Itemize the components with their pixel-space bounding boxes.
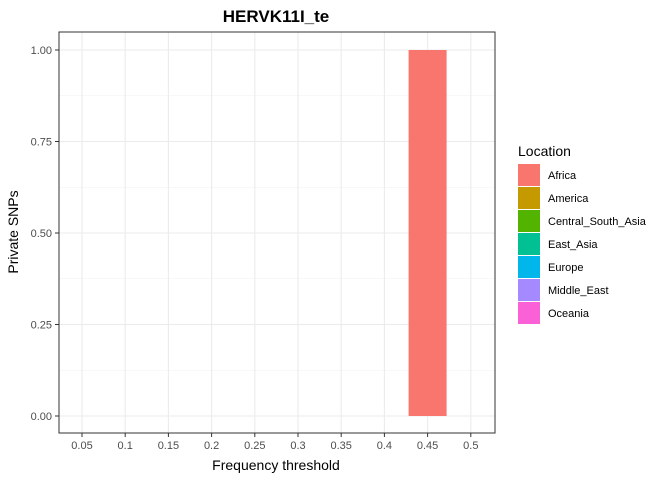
x-tick-label: 0.1	[118, 440, 133, 452]
x-tick-label: 0.5	[463, 440, 478, 452]
y-tick-label: 0.50	[31, 228, 52, 240]
axes: 0.00 0.25 0.50 0.75 1.00 0.05 0.1 0.15 0.2 0.25 0.…	[31, 31, 496, 452]
y-axis-title: Private SNPs	[5, 190, 21, 273]
legend-label: America	[548, 193, 589, 205]
legend-key	[518, 233, 540, 255]
legend-label: Middle_East	[548, 285, 609, 297]
x-tick-label: 0.3	[290, 440, 305, 452]
chart-title: HERVK11I_te	[223, 7, 329, 26]
legend-key	[518, 302, 540, 324]
y-tick-label: 0.00	[31, 411, 52, 423]
legend-key	[518, 164, 540, 186]
x-axis-title: Frequency threshold	[212, 457, 340, 473]
legend-key	[518, 279, 540, 301]
x-tick-label: 0.25	[244, 440, 265, 452]
legend-key	[518, 210, 540, 232]
y-tick-label: 1.00	[31, 45, 52, 57]
legend-label: Oceania	[548, 308, 590, 320]
x-tick-label: 0.4	[377, 440, 392, 452]
x-tick-label: 0.05	[71, 440, 92, 452]
legend-key	[518, 256, 540, 278]
bar-marks	[408, 50, 447, 416]
x-tick-label: 0.35	[330, 440, 351, 452]
legend-label: East_Asia	[548, 239, 598, 251]
legend: Location Africa America Central_South_Asia…	[518, 143, 647, 324]
legend-key	[518, 187, 540, 209]
bar	[408, 50, 447, 416]
legend-label: Europe	[548, 262, 583, 274]
y-tick-label: 0.75	[31, 137, 52, 149]
y-tick-label: 0.25	[31, 320, 52, 332]
legend-label: Central_South_Asia	[548, 216, 647, 228]
x-tick-label: 0.45	[417, 440, 438, 452]
x-tick-label: 0.15	[158, 440, 179, 452]
x-tick-label: 0.2	[204, 440, 219, 452]
legend-title: Location	[518, 143, 571, 159]
legend-label: Africa	[548, 170, 577, 182]
